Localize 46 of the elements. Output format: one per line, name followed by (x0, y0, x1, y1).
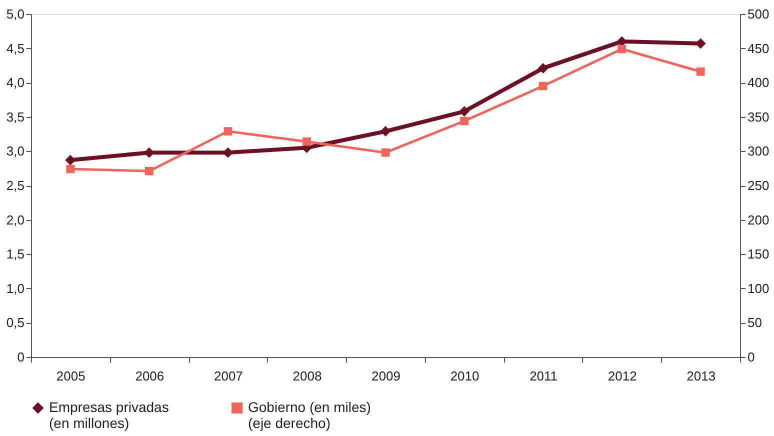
point (696, 67, 705, 76)
y2-tick-label: 350 (748, 109, 770, 124)
y2-tick-label: 300 (748, 144, 770, 159)
x-tick-label: 2006 (135, 368, 164, 384)
legend-label: Empresas privadas (en millones) (49, 399, 169, 431)
x-tick-label: 2007 (214, 368, 243, 384)
x-tick-label: 2010 (450, 368, 480, 384)
point (459, 106, 470, 117)
y2-tick-label: 250 (748, 178, 770, 193)
x-tick-label: 2008 (292, 368, 322, 384)
point (302, 137, 311, 146)
point (65, 154, 76, 166)
y2-tick-label: 100 (748, 280, 770, 296)
y-tick-label: 0 (17, 350, 24, 364)
point (538, 82, 548, 90)
y2-tick-label: 500 (748, 6, 770, 22)
legend-label: Gobierno (en miles) (eje derecho) (248, 399, 371, 431)
point (66, 164, 75, 174)
x-tick-label: 2009 (372, 368, 400, 384)
y-tick-label: 1,0 (6, 280, 24, 296)
x-tick-label: 2013 (686, 368, 716, 384)
y-tick-label: 2,5 (6, 178, 24, 193)
y-tick-label: 4,0 (6, 75, 24, 90)
x-tick-label: 2012 (608, 368, 637, 384)
y-tick-label: 0,5 (6, 315, 24, 330)
y-tick-label: 3,0 (6, 144, 24, 159)
y-tick-label: 5,0 (6, 6, 24, 22)
point (381, 148, 390, 157)
x-tick-label: 2005 (56, 368, 86, 384)
point (380, 126, 391, 137)
y2-tick-label: 200 (748, 212, 770, 228)
y-tick-label: 2,0 (6, 212, 24, 228)
y2-tick-label: 0 (748, 350, 755, 364)
y-tick-label: 1,5 (6, 246, 24, 262)
y-tick-label: 4,5 (6, 40, 24, 56)
y2-tick-label: 400 (748, 75, 770, 90)
x-tick-label: 2011 (530, 368, 558, 384)
y-tick-label: 3,5 (6, 109, 24, 124)
y2-tick-label: 450 (748, 40, 770, 56)
point (144, 166, 154, 176)
y2-tick-label: 50 (748, 315, 762, 330)
y2-tick-label: 150 (748, 246, 770, 262)
point (224, 127, 232, 136)
point (538, 62, 548, 74)
point (460, 116, 468, 126)
point (618, 44, 626, 54)
